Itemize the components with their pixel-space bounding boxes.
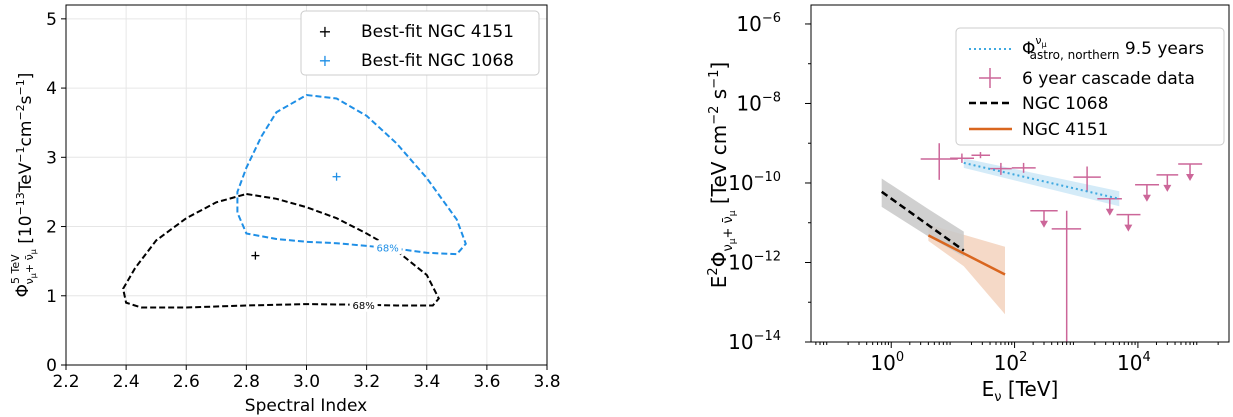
left-y-tick-label: 2 <box>46 218 57 238</box>
contour-label-bg-ngc4151 <box>349 297 378 312</box>
legend-label-astro: Φνμ astro, northern 9.5 years <box>1022 34 1204 62</box>
left-x-tick-label: 3.4 <box>413 372 440 392</box>
right-ticks: 100 102 104 10−14 10−12 10−10 10−8 10−6 <box>728 11 1219 375</box>
right-y-tick-label: 10−14 <box>728 329 781 354</box>
right-y-tick-label: 10−10 <box>728 170 781 195</box>
left-y-axis-label: Φ5 TeVνμ+ ν̄μ [10−13TeV−1cm−2s−1] <box>9 73 38 298</box>
left-legend: + Best-fit NGC 4151 + Best-fit NGC 1068 <box>300 10 540 76</box>
cascade-upper-limit-arrow <box>1039 220 1048 228</box>
contour-label-ngc4151: 68% <box>353 301 375 312</box>
left-y-tick-label: 1 <box>46 287 57 307</box>
legend-label-cascade: 6 year cascade data <box>1022 69 1195 89</box>
right-x-axis-label: Eν [TeV] <box>982 377 1059 405</box>
left-x-axis-label: Spectral Index <box>245 396 367 416</box>
right-x-tick-label: 102 <box>994 350 1028 375</box>
cascade-upper-limit-arrow <box>1163 184 1172 192</box>
right-legend-box <box>955 27 1225 146</box>
left-x-tick-label: 3.6 <box>473 372 500 392</box>
right-y-tick-label: 10−8 <box>736 90 781 115</box>
legend-marker-ngc4151: + <box>318 22 331 41</box>
left-contours: 68% 68% <box>122 93 467 312</box>
left-x-tick-label: 2.2 <box>52 372 79 392</box>
right-chart: 100 102 104 10−14 10−12 10−10 10−8 10−6 Eν [TeV… <box>706 4 1230 405</box>
left-x-tick-label: 3.8 <box>533 372 560 392</box>
right-legend: Φνμ astro, northern 9.5 years 6 year casc… <box>955 27 1225 146</box>
contour-label-ngc1068: 68% <box>377 243 399 254</box>
astro-band <box>963 158 1120 207</box>
ngc4151-line <box>927 234 1006 276</box>
left-y-tick-label: 5 <box>46 10 57 30</box>
legend-marker-ngc1068: + <box>318 51 331 70</box>
left-y-tick-label: 3 <box>46 148 57 168</box>
cascade-upper-limit-arrow <box>1105 208 1114 216</box>
right-marks <box>880 143 1203 342</box>
ngc1068-band <box>881 178 964 257</box>
cascade-upper-limit-arrow <box>1124 224 1133 232</box>
left-x-tick-label: 2.4 <box>113 372 140 392</box>
astro-line <box>963 161 1120 200</box>
left-x-tick-label: 3.0 <box>293 372 320 392</box>
left-x-tick-label: 3.2 <box>353 372 380 392</box>
contour-ngc4151 <box>122 192 440 309</box>
left-legend-box <box>300 10 540 76</box>
right-y-axis-label: E2Φνμ+ ν̄μ [TeV cm−2 s−1] <box>706 62 738 288</box>
contour-label-bg-ngc1068 <box>373 240 402 255</box>
left-y-tick-label: 0 <box>46 356 57 376</box>
right-x-tick-label: 104 <box>1117 350 1151 375</box>
legend-label-ngc1068: Best-fit NGC 1068 <box>361 51 514 71</box>
cascade-upper-limit-arrow <box>1186 174 1195 182</box>
left-chart: 68% 68% 2.2 2.4 2.6 2.8 3.0 3.2 3.4 3.6 3.8 0 1 2 3 4 5… <box>9 4 561 416</box>
ngc1068-line <box>880 190 965 252</box>
right-x-tick-label: 100 <box>870 350 904 375</box>
legend-marker-cascade <box>979 68 1001 88</box>
right-y-tick-label: 10−12 <box>728 249 781 274</box>
legend-label-ngc4151-right: NGC 4151 <box>1022 120 1108 140</box>
left-y-tick-label: 4 <box>46 79 57 99</box>
cascade-upper-limit-arrow <box>1142 194 1151 202</box>
right-y-tick-label: 10−6 <box>736 11 781 36</box>
left-x-tick-label: 2.6 <box>173 372 200 392</box>
legend-label-ngc1068-right: NGC 1068 <box>1022 94 1108 114</box>
left-x-tick-label: 2.8 <box>233 372 260 392</box>
left-ticks: 2.2 2.4 2.6 2.8 3.0 3.2 3.4 3.6 3.8 0 1 2 3 4 5 <box>46 10 560 392</box>
right-plot-frame <box>810 4 1230 343</box>
contour-ngc1068 <box>236 93 467 256</box>
legend-label-ngc4151: Best-fit NGC 4151 <box>361 22 514 42</box>
